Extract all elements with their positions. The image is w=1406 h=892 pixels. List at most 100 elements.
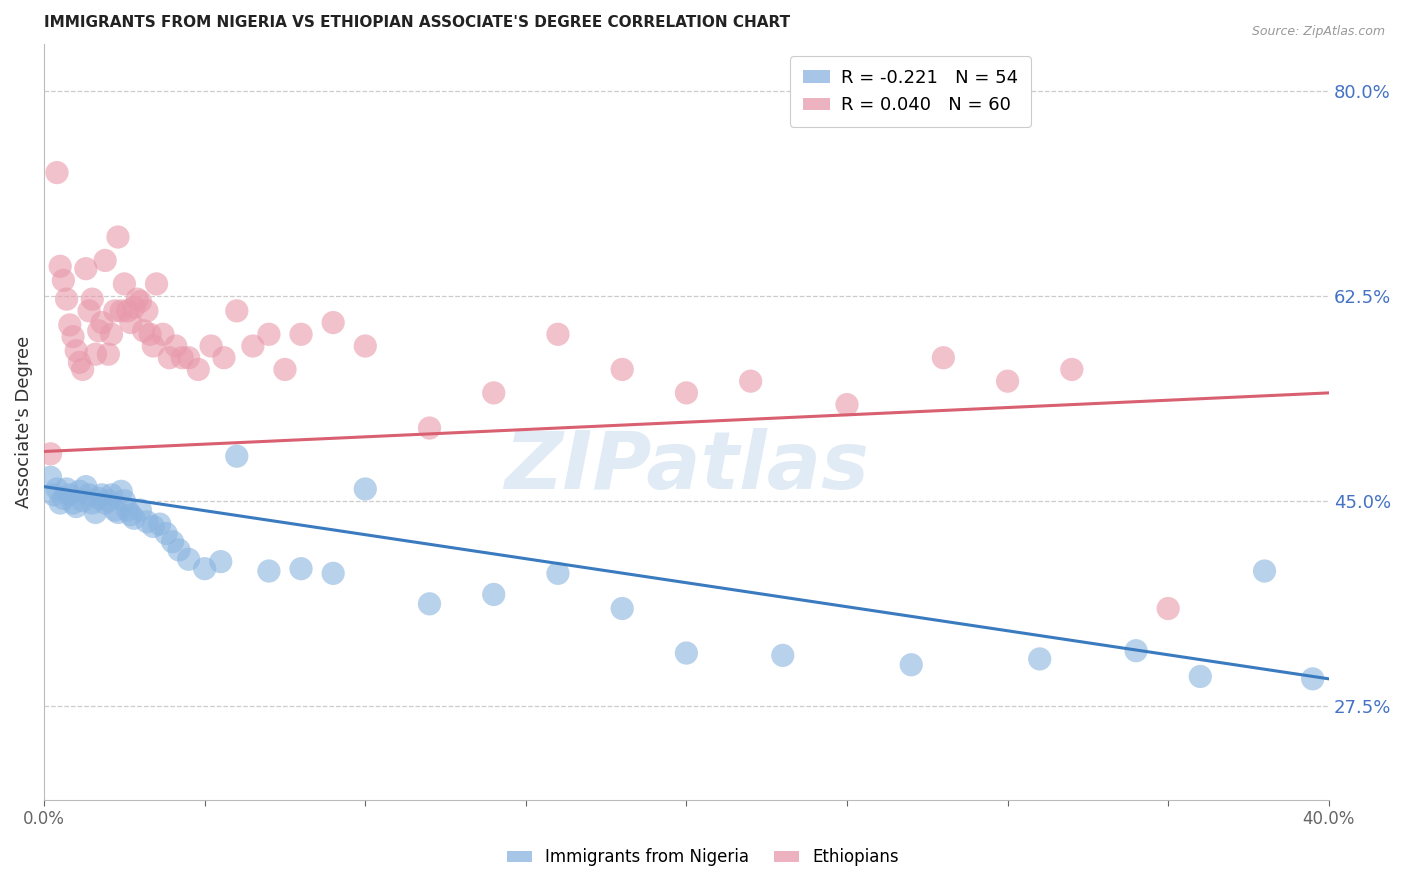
Point [675,646,697,660]
Point [75,261,97,276]
Point [122,511,145,525]
Point [72,493,94,508]
Point [97,493,120,508]
Point [177,552,200,566]
Point [82,292,104,306]
Point [1125,643,1147,657]
Point [290,327,312,342]
Point [157,351,180,365]
Point [59,318,82,332]
Point [77,303,100,318]
Point [242,339,264,353]
Point [65,500,87,514]
Point [112,493,135,508]
Point [142,339,165,353]
Point [94,253,117,268]
Point [94,496,117,510]
Point [100,327,122,342]
Point [997,374,1019,388]
Point [225,303,247,318]
Point [187,362,209,376]
Point [120,508,142,522]
Point [257,327,280,342]
Point [97,347,120,361]
Point [152,327,174,342]
Point [62,329,84,343]
Point [39,447,62,461]
Point [46,165,69,179]
Point [55,482,77,496]
Point [354,339,377,353]
Point [322,316,344,330]
Point [612,362,634,376]
Point [1302,672,1324,686]
Point [149,517,172,532]
Point [772,648,794,663]
Point [120,316,142,330]
Point [117,303,139,318]
Point [100,488,122,502]
Point [69,484,91,499]
Point [90,488,112,502]
Point [165,339,187,353]
Text: IMMIGRANTS FROM NIGERIA VS ETHIOPIAN ASSOCIATE'S DEGREE CORRELATION CHART: IMMIGRANTS FROM NIGERIA VS ETHIOPIAN ASS… [44,15,790,30]
Point [932,351,955,365]
Point [75,480,97,494]
Point [42,488,65,502]
Point [142,519,165,533]
Point [87,324,110,338]
Point [52,273,75,287]
Point [87,491,110,506]
Text: ZIPatlas: ZIPatlas [503,428,869,506]
Point [77,488,100,502]
Point [122,301,145,315]
Point [135,515,157,529]
Point [127,292,149,306]
Point [547,566,569,581]
Point [257,564,280,578]
Point [107,505,129,519]
Point [418,421,440,435]
Point [49,496,72,510]
Point [209,555,232,569]
Point [62,496,84,510]
Point [135,303,157,318]
Point [1060,362,1083,376]
Point [129,503,152,517]
Point [212,351,235,365]
Point [107,230,129,244]
Point [72,362,94,376]
Point [1189,669,1212,683]
Point [145,277,167,291]
Point [59,488,82,502]
Point [418,597,440,611]
Point [1028,652,1050,666]
Point [110,303,132,318]
Point [82,496,104,510]
Point [110,484,132,499]
Point [139,327,162,342]
Point [52,491,75,506]
Point [84,347,107,361]
Point [104,303,127,318]
Point [354,482,377,496]
Point [84,505,107,519]
Point [200,339,222,353]
Point [1253,564,1275,578]
Point [55,292,77,306]
Point [1157,601,1180,615]
Point [90,316,112,330]
Point [675,385,697,400]
Point [65,343,87,358]
Point [322,566,344,581]
Point [39,470,62,484]
Point [290,562,312,576]
Point [104,503,127,517]
Point [162,534,184,549]
Point [112,277,135,291]
Point [49,260,72,274]
Point [172,351,194,365]
Point [225,449,247,463]
Legend: R = -0.221   N = 54, R = 0.040   N = 60: R = -0.221 N = 54, R = 0.040 N = 60 [790,56,1031,127]
Y-axis label: Associate's Degree: Associate's Degree [15,335,32,508]
